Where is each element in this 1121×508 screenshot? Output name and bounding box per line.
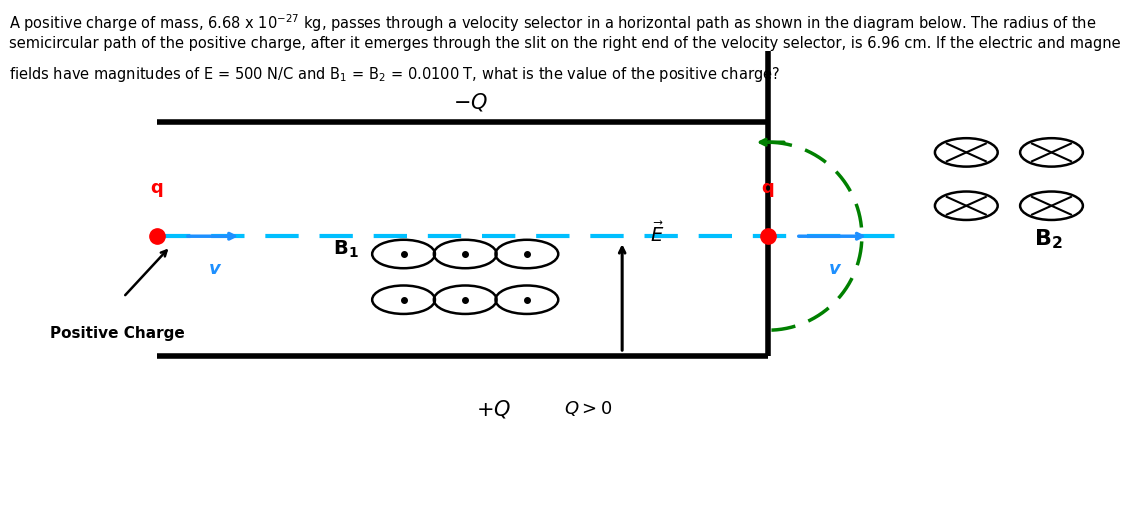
Text: $+Q$: $+Q$ (475, 398, 511, 420)
Text: Positive Charge: Positive Charge (50, 326, 185, 341)
Text: q: q (761, 179, 775, 197)
Text: $\mathbf{B_1}$: $\mathbf{B_1}$ (333, 238, 359, 260)
Text: semicircular path of the positive charge, after it emerges through the slit on t: semicircular path of the positive charge… (9, 36, 1121, 51)
Text: q: q (150, 179, 164, 197)
Text: $\mathbf{B_2}$: $\mathbf{B_2}$ (1034, 227, 1063, 250)
Text: v: v (830, 260, 841, 278)
Text: $-Q$: $-Q$ (453, 90, 489, 113)
Text: $Q > 0$: $Q > 0$ (564, 399, 613, 419)
Text: A positive charge of mass, 6.68 x 10$^{-27}$ kg, passes through a velocity selec: A positive charge of mass, 6.68 x 10$^{-… (9, 13, 1096, 35)
Text: fields have magnitudes of E = 500 N/C and B$_1$ = B$_2$ = 0.0100 T, what is the : fields have magnitudes of E = 500 N/C an… (9, 65, 780, 83)
Text: $\vec{E}$: $\vec{E}$ (650, 221, 665, 246)
Text: v: v (210, 260, 221, 278)
